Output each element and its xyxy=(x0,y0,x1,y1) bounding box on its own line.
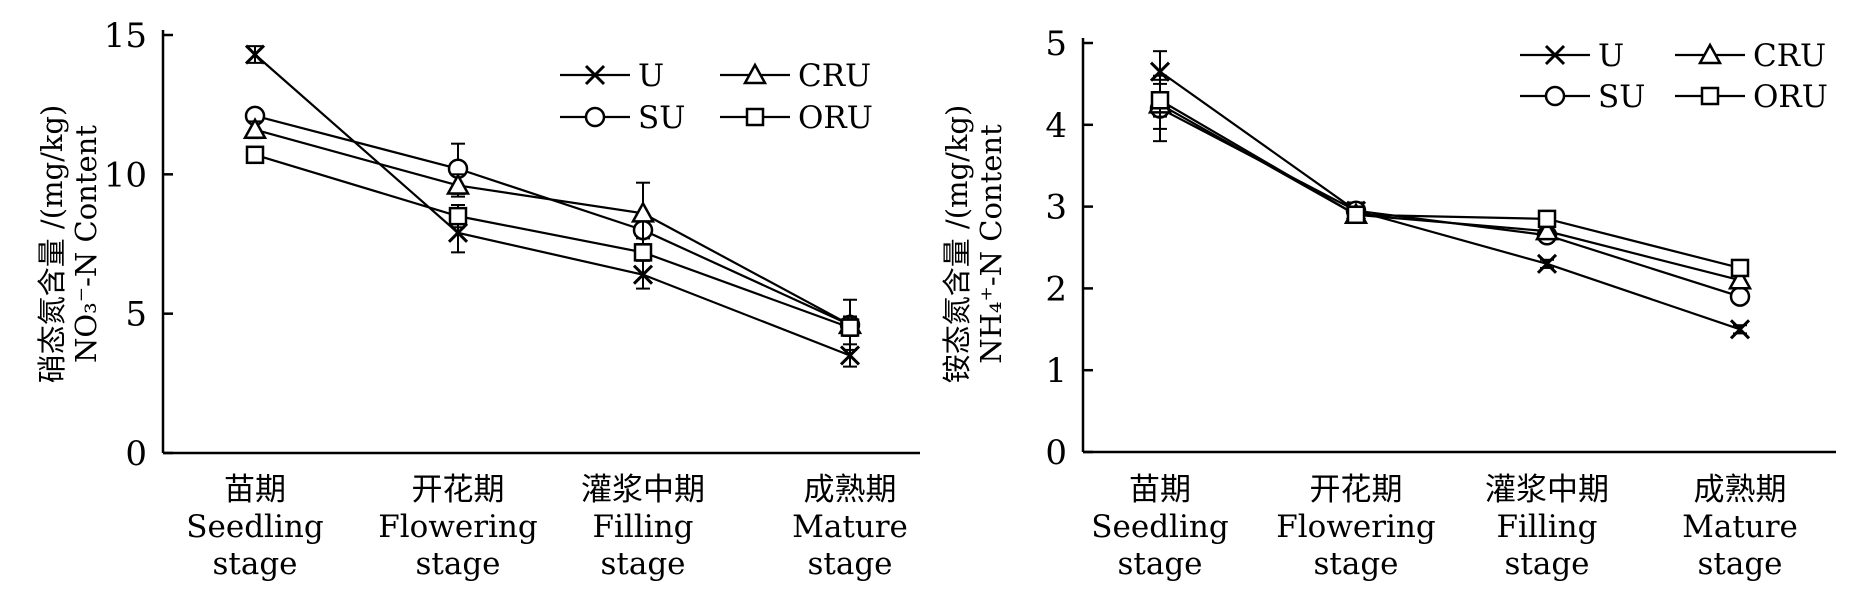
y-tick-label: 3 xyxy=(1045,188,1067,228)
chart-1: 051015苗期Seedlingstage开花期Floweringstage灌浆… xyxy=(35,16,920,582)
legend-label-oru: ORU xyxy=(1753,79,1828,115)
series-line-u xyxy=(254,53,851,357)
x-tick-label: Mature xyxy=(792,509,908,545)
y-tick-label: 5 xyxy=(125,295,147,335)
legend-marker xyxy=(742,62,768,85)
y-tick-label: 2 xyxy=(1045,269,1067,309)
x-tick-label: Flowering xyxy=(1276,509,1436,545)
y-tick-label: 4 xyxy=(1045,106,1067,146)
data-point-cru xyxy=(1727,267,1753,290)
legend-label-cru: CRU xyxy=(798,58,871,94)
series-line-cru xyxy=(254,128,851,326)
data-point-oru xyxy=(448,206,468,226)
x-tick-label: 苗期 xyxy=(224,472,286,508)
x-tick-label: Filling xyxy=(593,509,694,545)
series-line-oru xyxy=(1159,99,1741,270)
y-axis-label: 硝态氮含量 /(mg/kg)NO₃⁻-N Content xyxy=(35,105,103,384)
legend-marker xyxy=(1700,86,1720,106)
x-tick-label: 灌浆中期 xyxy=(581,472,705,508)
data-point-cru xyxy=(630,200,656,223)
legend-label-u: U xyxy=(638,58,664,94)
y-tick-label: 5 xyxy=(1045,24,1067,64)
x-tick-label: stage xyxy=(1117,546,1202,582)
y-axis-label-line: 硝态氮含量 /(mg/kg) xyxy=(35,105,69,384)
x-tick-label: stage xyxy=(1313,546,1398,582)
chart-2: 012345苗期Seedlingstage开花期Floweringstage灌浆… xyxy=(940,24,1836,582)
series-line-su xyxy=(1159,107,1741,298)
x-tick-label: stage xyxy=(1504,546,1589,582)
series-line-u xyxy=(1159,70,1741,331)
y-tick-label: 1 xyxy=(1045,351,1067,391)
legend-marker xyxy=(1544,44,1566,66)
legend-marker xyxy=(1697,42,1723,65)
x-tick-label: stage xyxy=(415,546,500,582)
x-tick-label: stage xyxy=(807,546,892,582)
legend-marker xyxy=(584,106,606,128)
data-point-cru xyxy=(445,172,471,195)
legend-label-oru: ORU xyxy=(798,100,873,136)
data-point-cru xyxy=(242,117,268,139)
legend-label-su: SU xyxy=(1598,79,1645,115)
data-point-oru xyxy=(1730,258,1750,278)
legend-marker xyxy=(745,107,765,127)
series-line-oru xyxy=(254,153,851,329)
y-tick-label: 10 xyxy=(104,155,147,195)
x-tick-label: 开花期 xyxy=(412,472,505,508)
y-axis-label: 铵态氮含量 /(mg/kg)NH₄⁺-N Content xyxy=(940,105,1008,384)
data-point-u xyxy=(244,44,266,65)
x-tick-label: 灌浆中期 xyxy=(1485,472,1609,508)
legend-label-cru: CRU xyxy=(1753,38,1826,74)
data-point-oru xyxy=(633,243,653,262)
x-tick-label: Mature xyxy=(1682,509,1798,545)
y-axis-label-line: 铵态氮含量 /(mg/kg) xyxy=(940,105,974,384)
data-point-su xyxy=(1729,286,1751,307)
data-point-u xyxy=(1729,319,1751,340)
y-axis-label-line: NO₃⁻-N Content xyxy=(69,125,103,363)
data-point-u xyxy=(1536,253,1558,274)
data-point-oru xyxy=(1346,205,1366,225)
data-point-u xyxy=(632,264,654,285)
y-tick-label: 15 xyxy=(104,16,147,56)
x-tick-label: stage xyxy=(600,546,685,582)
data-point-oru xyxy=(1537,209,1557,229)
series-line-cru xyxy=(1159,103,1741,282)
x-tick-label: 开花期 xyxy=(1310,472,1403,508)
data-point-u xyxy=(1149,61,1171,82)
data-point-oru xyxy=(840,318,860,337)
x-tick-label: Seedling xyxy=(1091,509,1228,545)
y-axis-label-line: NH₄⁺-N Content xyxy=(974,124,1008,364)
legend-marker xyxy=(584,64,606,86)
x-tick-label: stage xyxy=(1697,546,1782,582)
y-tick-label: 0 xyxy=(125,434,147,474)
data-point-cru xyxy=(1534,218,1560,241)
x-tick-label: 成熟期 xyxy=(804,472,897,508)
x-tick-label: Flowering xyxy=(378,509,538,545)
x-tick-label: 成熟期 xyxy=(1694,472,1787,508)
x-tick-label: 苗期 xyxy=(1129,472,1191,508)
x-tick-label: Filling xyxy=(1497,509,1598,545)
y-tick-label: 0 xyxy=(1045,433,1067,473)
legend-label-u: U xyxy=(1598,38,1624,74)
x-tick-label: Seedling xyxy=(186,509,323,545)
data-point-oru xyxy=(245,145,265,165)
x-tick-label: stage xyxy=(212,546,297,582)
legend-label-su: SU xyxy=(638,100,685,136)
legend-marker xyxy=(1544,85,1566,107)
data-point-oru xyxy=(1150,91,1170,110)
series-line-su xyxy=(254,114,851,326)
